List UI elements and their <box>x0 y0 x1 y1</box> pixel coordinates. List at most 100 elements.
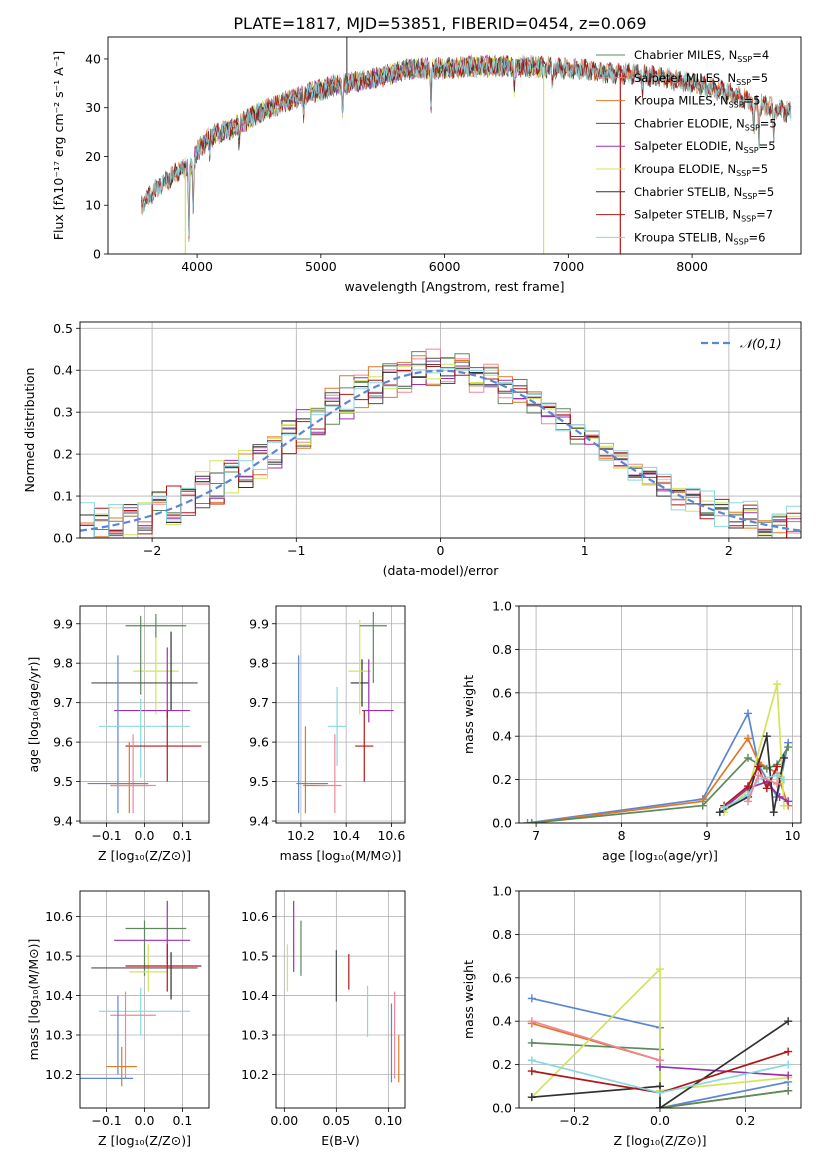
weight-vs-Z-series <box>531 1020 789 1108</box>
weight-vs-age-ytick-label: 0.4 <box>492 729 512 744</box>
residuals-hist-salpeter-stelib <box>80 366 801 538</box>
mass-vs-Z-ytick-label: 10.5 <box>45 949 73 964</box>
spectrum-xtick-label: 7000 <box>552 259 584 274</box>
weight-vs-Z-marker <box>784 1047 793 1056</box>
age-vs-Z-ytick-label: 9.4 <box>53 814 73 829</box>
weight-vs-age-ytick-label: 0.2 <box>492 772 512 787</box>
weight-vs-Z-ytick-label: 0.4 <box>492 1014 512 1029</box>
spectrum-legend: Chabrier MILES, NSSP=4 Salpeter MILES, NS… <box>596 48 777 246</box>
age-vs-Z-ytick-label: 9.7 <box>53 695 73 710</box>
mass-vs-Z-data <box>80 900 202 1087</box>
age-vs-mass-axes: 10.2 10.4 10.6 9.4 9.5 9.6 9.7 9.8 9.9 mass [log₁… <box>249 606 405 863</box>
weight-vs-Z-marker <box>784 1086 793 1095</box>
residuals-ytick-label: 0.3 <box>53 405 73 420</box>
age-vs-mass-ytick-label: 9.9 <box>249 616 269 631</box>
age-vs-mass-xlabel: mass [log₁₀(M/M⊙)] <box>280 848 402 863</box>
mass-vs-Z-xlabel: Z [log₁₀(Z/Z⊙)] <box>98 1133 191 1148</box>
weight-vs-age-xtick-label: 10 <box>785 828 801 843</box>
weight-vs-Z-series <box>659 1065 789 1077</box>
mass-vs-Z-axes: −0.1 0.0 0.1 10.2 10.3 10.4 10.5 10.6 Z [log₁₀(Z… <box>26 891 209 1148</box>
age-vs-Z-xtick-label: 0.0 <box>135 828 155 843</box>
mass-vs-EBV-ytick-label: 10.6 <box>241 909 269 924</box>
weight-vs-Z-marker <box>656 965 664 974</box>
weight-vs-age-marker <box>720 803 729 812</box>
weight-vs-Z-ytick-label: 1.0 <box>492 884 512 899</box>
mass-vs-EBV-xtick-label: 0.05 <box>322 1113 350 1128</box>
mass-vs-EBV-xtick-label: 0.10 <box>374 1113 402 1128</box>
weight-vs-age-marker <box>715 808 724 817</box>
residuals-ytick-label: 0.5 <box>53 321 73 336</box>
weight-vs-Z-ytick-label: 0.6 <box>492 970 512 985</box>
weight-vs-Z-series <box>531 1020 661 1062</box>
spectrum-legend-label: Salpeter STELIB, NSSP=7 <box>634 208 773 224</box>
weight-vs-Z-ylabel: mass weight <box>461 960 476 1039</box>
spectrum-legend-label: Kroupa MILES, NSSP=5 <box>634 94 760 110</box>
age-vs-Z-ytick-label: 9.6 <box>53 735 73 750</box>
residuals-xtick-label: 0 <box>437 543 445 558</box>
weight-vs-Z-marker <box>527 994 536 1003</box>
age-vs-Z-ytick-label: 9.8 <box>53 656 73 671</box>
spectrum-legend-label: Kroupa ELODIE, NSSP=5 <box>634 162 768 178</box>
weight-vs-age-marker <box>762 732 771 741</box>
weight-vs-Z-marker <box>656 1056 664 1065</box>
weight-vs-age-marker <box>698 801 707 810</box>
age-vs-mass-ytick-label: 9.5 <box>249 774 269 789</box>
weight-vs-age-marker <box>744 734 753 743</box>
spectrum-legend-label: Chabrier MILES, NSSP=4 <box>634 48 769 64</box>
spectrum-xlabel: wavelength [Angstrom, rest frame] <box>344 279 564 294</box>
spectrum-ytick-label: 40 <box>85 51 101 66</box>
weight-vs-age-marker <box>779 753 788 762</box>
age-vs-Z-frame <box>79 605 210 824</box>
weight-vs-age-marker <box>527 819 536 823</box>
age-vs-mass-ytick-label: 9.6 <box>249 735 269 750</box>
spectrum-lines <box>141 37 792 254</box>
spectrum-legend-label: Salpeter ELODIE, NSSP=5 <box>634 139 776 155</box>
weight-vs-Z-frame <box>518 890 802 1109</box>
weight-vs-Z-xtick-label: −0.2 <box>559 1113 589 1128</box>
weight-vs-age-marker <box>769 808 778 817</box>
weight-vs-age-marker <box>784 797 793 806</box>
weight-vs-age-ylabel: mass weight <box>461 675 476 754</box>
mass-vs-Z-ytick-label: 10.2 <box>45 1067 73 1082</box>
spectrum-ytick-label: 30 <box>85 100 101 115</box>
residuals-ytick-label: 0.1 <box>53 489 73 504</box>
mass-vs-EBV-data <box>286 900 400 1083</box>
age-vs-Z-ylabel: age [log₁₀(age/yr)] <box>26 657 41 773</box>
age-vs-Z-axes: −0.1 0.0 0.1 9.4 9.5 9.6 9.7 9.8 9.9 Z [log₁₀(Z/Z… <box>26 606 209 863</box>
residuals-ylabel: Normed distribution <box>22 368 37 493</box>
mass-vs-EBV-ytick-label: 10.3 <box>241 1028 269 1043</box>
weight-vs-age-marker <box>744 797 753 806</box>
weight-vs-Z-xtick-label: 0.0 <box>650 1113 670 1128</box>
age-vs-Z-ytick-label: 9.5 <box>53 774 73 789</box>
spectrum-xtick-label: 4000 <box>181 259 213 274</box>
weight-vs-age-marker <box>773 779 782 788</box>
age-vs-mass-ytick-label: 9.7 <box>249 695 269 710</box>
residuals-normal-curve <box>80 369 801 532</box>
age-vs-mass-xtick-label: 10.2 <box>287 828 315 843</box>
weight-vs-age-xlabel: age [log₁₀(age/yr)] <box>602 848 718 863</box>
weight-vs-age-xtick-label: 7 <box>532 828 540 843</box>
spectrum-xtick-label: 8000 <box>676 259 708 274</box>
mass-vs-Z-xtick-label: 0.1 <box>172 1113 192 1128</box>
weight-vs-Z-marker <box>656 1088 664 1097</box>
spectrum-ytick-label: 20 <box>85 149 101 164</box>
weight-vs-Z-marker <box>527 1093 536 1102</box>
residuals-ytick-label: 0.4 <box>53 363 73 378</box>
residuals-xtick-label: 2 <box>725 543 733 558</box>
weight-vs-Z-marker <box>784 1017 793 1026</box>
weight-vs-Z-marker <box>527 1017 536 1026</box>
weight-vs-Z-ytick-label: 0.8 <box>492 927 512 942</box>
weight-vs-age-frame <box>518 605 802 824</box>
weight-vs-Z-ytick-label: 0.0 <box>492 1101 512 1116</box>
weight-vs-Z-marker <box>784 1071 793 1080</box>
mass-vs-EBV-frame <box>275 890 406 1109</box>
weight-vs-age-series <box>531 736 790 823</box>
weight-vs-Z-axes: −0.2 0.0 0.2 0.0 0.2 0.4 0.6 0.8 1.0 Z [log₁₀(Z/Z… <box>461 884 801 1148</box>
spectrum-xtick-label: 5000 <box>305 259 337 274</box>
mass-vs-Z-ytick-label: 10.3 <box>45 1028 73 1043</box>
spectrum-frame <box>107 36 802 255</box>
weight-vs-Z-marker <box>527 1067 536 1076</box>
weight-vs-age-marker <box>744 782 753 791</box>
spectrum-legend-label: Kroupa STELIB, NSSP=6 <box>634 230 765 246</box>
